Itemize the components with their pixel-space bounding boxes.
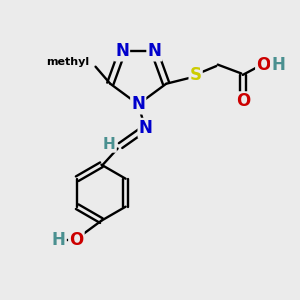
Text: H: H	[103, 136, 116, 152]
Text: N: N	[148, 42, 161, 60]
Text: S: S	[190, 66, 202, 84]
Text: N: N	[131, 95, 145, 113]
Text: O: O	[256, 56, 271, 74]
Text: H: H	[52, 231, 66, 249]
Text: H: H	[271, 56, 285, 74]
Text: O: O	[69, 231, 83, 249]
Text: N: N	[139, 119, 152, 137]
Text: N: N	[115, 42, 129, 60]
Text: methyl: methyl	[46, 57, 90, 67]
Text: O: O	[236, 92, 250, 110]
